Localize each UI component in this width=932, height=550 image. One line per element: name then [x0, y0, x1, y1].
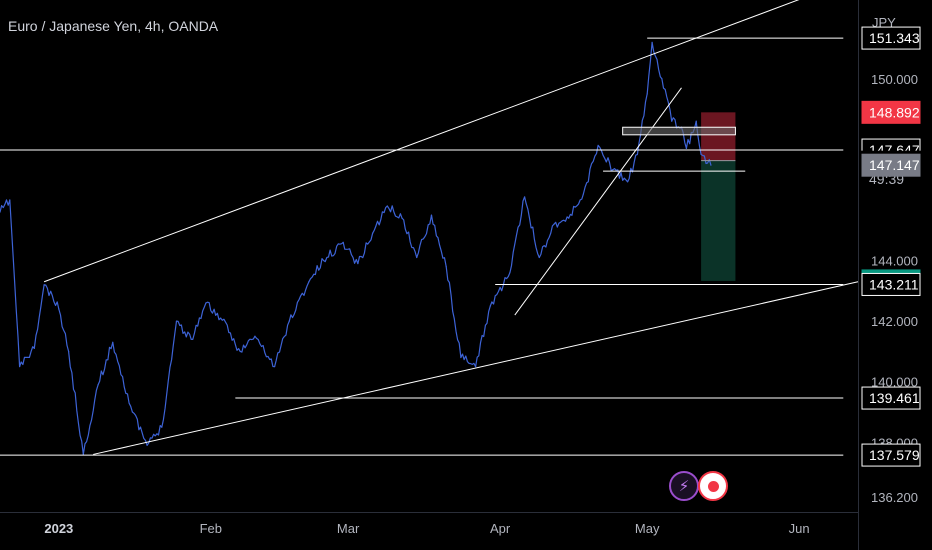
price-point [524, 196, 526, 198]
price-tick-label: 144.000 [871, 254, 918, 269]
price-point [695, 120, 697, 122]
price-tag-box [861, 153, 921, 177]
record-button[interactable] [698, 471, 728, 501]
time-tick-label: 2023 [44, 521, 73, 536]
price-point [386, 205, 388, 207]
price-point [646, 93, 648, 95]
price-point [58, 308, 60, 310]
price-series-layer [0, 41, 712, 456]
price-point [430, 214, 433, 216]
price-tag: 139.461 [861, 386, 921, 410]
price-point [489, 305, 491, 307]
price-point [597, 144, 599, 147]
price-tag-label: 151.343 [869, 30, 920, 46]
stop-loss-zone [701, 112, 736, 161]
price-point [582, 193, 585, 195]
price-point [175, 320, 178, 322]
price-point [372, 232, 374, 234]
price-point [190, 338, 192, 340]
price-tag-label: 148.892 [869, 104, 920, 120]
price-tag-box [861, 386, 921, 410]
price-tag: 151.343 [861, 26, 921, 50]
price-point [445, 266, 447, 268]
price-point [254, 335, 256, 337]
price-point [661, 78, 663, 80]
price-tag-label: 139.461 [869, 390, 920, 406]
price-point [131, 411, 133, 413]
price-tag-label: 147.147 [869, 157, 920, 173]
price-point [288, 320, 290, 322]
channel-upper-line [43, 0, 800, 283]
drawings-layer [0, 0, 859, 456]
price-point [322, 259, 325, 262]
price-point [19, 365, 21, 368]
price-point [626, 181, 629, 183]
price-point [612, 169, 614, 171]
lightning-icon: ⚡ [678, 477, 690, 495]
price-point [538, 256, 540, 259]
price-point [0, 211, 1, 213]
price-point [146, 444, 148, 446]
price-point [685, 147, 688, 150]
currency-label: JPY [872, 15, 896, 30]
price-point [273, 365, 276, 368]
price-series-line [0, 41, 712, 455]
price-tag: 147.147 [861, 153, 921, 177]
symbol-title[interactable]: Euro / Japanese Yen, 4h, OANDA [8, 18, 219, 34]
time-tick-label: Mar [337, 521, 360, 536]
time-axis: 2023 Feb Mar Apr May Jun [0, 512, 858, 536]
take-profit-zone [701, 160, 736, 281]
time-tick-label: Feb [200, 521, 222, 536]
time-tick-label: Jun [789, 521, 810, 536]
price-tag: 148.892 [861, 100, 921, 124]
price-axis: JPY150.000144.000142.000140.000138.00013… [858, 0, 921, 550]
price-tick-label: 142.000 [871, 314, 918, 329]
price-tick-label: 140.000 [871, 375, 918, 390]
price-tick-label: 150.000 [871, 72, 918, 87]
record-icon [707, 480, 719, 492]
rising-trendline [514, 87, 682, 316]
resistance-zone [622, 126, 736, 136]
price-point [97, 384, 99, 386]
price-tag-label: 137.579 [869, 447, 920, 463]
price-point [636, 153, 638, 156]
price-tag-box [861, 100, 921, 124]
channel-lower-line [93, 281, 859, 455]
price-tag: 143.211 [861, 272, 921, 296]
price-point [700, 153, 702, 156]
price-tag-box [861, 443, 921, 467]
price-point [651, 41, 653, 44]
price-point [205, 302, 207, 304]
position-bands [701, 112, 736, 281]
price-point [671, 120, 673, 122]
price-point [33, 347, 35, 350]
price-point [308, 281, 310, 283]
price-point [401, 217, 403, 219]
price-point [161, 426, 163, 428]
price-point [416, 256, 418, 259]
price-tag-label: 143.211 [869, 276, 919, 292]
price-point [568, 217, 570, 219]
price-point [112, 341, 114, 343]
time-tick-label: Apr [490, 521, 511, 536]
price-point [509, 272, 511, 274]
price-point [68, 350, 70, 353]
price-point [43, 284, 45, 286]
price-point [342, 241, 344, 243]
price-point [474, 365, 477, 368]
price-tag: 137.579 [861, 443, 921, 467]
price-point [357, 262, 359, 265]
price-point [239, 350, 241, 353]
price-tag-box [861, 272, 921, 296]
price-point [710, 164, 712, 166]
time-tick-label: May [635, 521, 660, 536]
price-point [460, 356, 462, 359]
price-point [9, 199, 11, 201]
price-point [220, 317, 222, 319]
price-tick-label: 136.200 [871, 490, 918, 505]
price-point [553, 223, 555, 225]
flash-button[interactable]: ⚡ [669, 471, 699, 501]
price-tag-box [861, 26, 921, 50]
